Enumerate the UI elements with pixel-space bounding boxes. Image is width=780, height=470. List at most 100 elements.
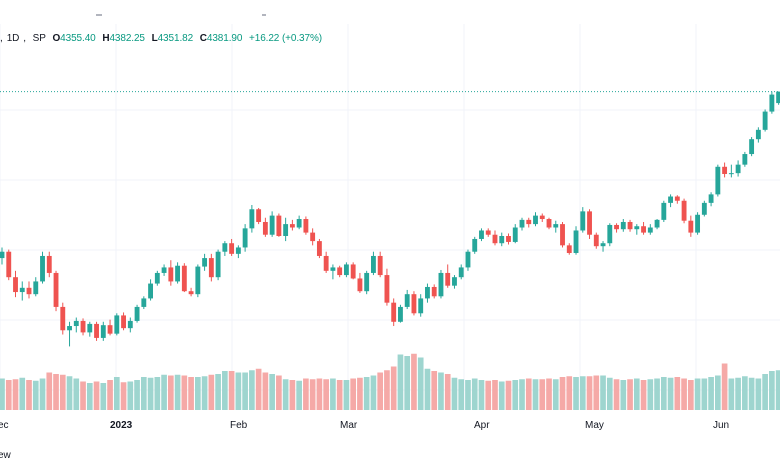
candle-body[interactable] xyxy=(533,215,538,225)
candle-body[interactable] xyxy=(681,200,687,221)
candle-body[interactable] xyxy=(749,139,755,155)
candle-body[interactable] xyxy=(391,302,397,322)
candle-body[interactable] xyxy=(506,236,511,242)
candle-body[interactable] xyxy=(323,255,329,271)
candle-body[interactable] xyxy=(553,224,559,228)
candle-body[interactable] xyxy=(593,234,599,247)
candle-body[interactable] xyxy=(587,211,592,235)
candle-body[interactable] xyxy=(762,111,768,130)
candle-body[interactable] xyxy=(600,243,606,247)
candle-body[interactable] xyxy=(276,215,282,236)
candle-body[interactable] xyxy=(458,267,464,278)
candle-body[interactable] xyxy=(418,298,424,314)
candle-body[interactable] xyxy=(708,194,714,203)
candle-body[interactable] xyxy=(701,202,707,215)
candle-body[interactable] xyxy=(269,215,275,235)
candle-body[interactable] xyxy=(566,245,572,253)
candle-body[interactable] xyxy=(46,255,52,273)
candle-body[interactable] xyxy=(499,236,505,244)
candle-body[interactable] xyxy=(769,94,775,112)
candle-body[interactable] xyxy=(370,255,376,273)
candle-body[interactable] xyxy=(316,241,322,256)
candle-body[interactable] xyxy=(607,224,613,244)
candle-body[interactable] xyxy=(425,286,430,299)
candle-body[interactable] xyxy=(526,219,532,225)
candle-body[interactable] xyxy=(249,209,255,229)
candle-body[interactable] xyxy=(148,283,154,299)
candle-body[interactable] xyxy=(337,267,343,276)
candle-body[interactable] xyxy=(222,243,228,252)
candle-body[interactable] xyxy=(357,278,363,292)
candle-body[interactable] xyxy=(208,258,214,278)
candle-body[interactable] xyxy=(573,230,579,253)
candle-body[interactable] xyxy=(114,315,120,334)
candle-body[interactable] xyxy=(215,251,221,278)
candle-body[interactable] xyxy=(134,306,140,321)
candle-body[interactable] xyxy=(438,272,444,297)
candle-body[interactable] xyxy=(674,196,680,201)
candle-body[interactable] xyxy=(343,264,349,276)
candle-body[interactable] xyxy=(40,255,45,282)
candle-body[interactable] xyxy=(715,166,721,195)
candle-body[interactable] xyxy=(384,275,390,303)
candle-body[interactable] xyxy=(668,196,674,203)
candle-body[interactable] xyxy=(283,224,289,236)
candle-body[interactable] xyxy=(546,219,552,228)
candle-body[interactable] xyxy=(404,294,410,307)
candle-body[interactable] xyxy=(465,251,471,268)
candle-body[interactable] xyxy=(6,251,12,278)
candle-body[interactable] xyxy=(60,306,66,331)
candle-body[interactable] xyxy=(19,287,25,293)
candle-body[interactable] xyxy=(735,164,741,174)
candle-body[interactable] xyxy=(776,91,780,104)
candle-body[interactable] xyxy=(0,251,5,259)
candle-body[interactable] xyxy=(80,320,86,333)
candle-body[interactable] xyxy=(728,173,734,175)
candle-body[interactable] xyxy=(94,323,99,338)
candle-body[interactable] xyxy=(472,238,478,252)
candle-body[interactable] xyxy=(168,267,174,282)
candle-body[interactable] xyxy=(519,219,525,228)
candle-body[interactable] xyxy=(350,264,356,279)
candle-body[interactable] xyxy=(512,227,518,242)
candle-body[interactable] xyxy=(289,224,295,228)
candle-body[interactable] xyxy=(377,255,383,276)
candle-body[interactable] xyxy=(242,228,248,248)
candle-body[interactable] xyxy=(26,287,32,295)
candle-body[interactable] xyxy=(235,247,241,254)
candle-body[interactable] xyxy=(654,219,660,228)
candle-body[interactable] xyxy=(620,221,626,230)
candle-body[interactable] xyxy=(100,325,106,338)
candle-body[interactable] xyxy=(695,214,701,233)
candle-body[interactable] xyxy=(364,272,370,292)
candle-body[interactable] xyxy=(141,298,147,307)
candle-body[interactable] xyxy=(175,265,181,282)
candle-body[interactable] xyxy=(539,215,545,220)
candle-body[interactable] xyxy=(627,221,633,230)
candle-body[interactable] xyxy=(479,230,484,239)
candle-body[interactable] xyxy=(53,272,59,307)
candle-body[interactable] xyxy=(722,166,728,174)
candle-body[interactable] xyxy=(73,320,79,327)
candle-body[interactable] xyxy=(87,323,93,333)
candle-body[interactable] xyxy=(492,234,498,244)
candle-body[interactable] xyxy=(398,306,403,322)
candle-body[interactable] xyxy=(33,281,39,295)
candle-body[interactable] xyxy=(485,230,491,235)
candle-body[interactable] xyxy=(431,286,437,297)
candle-body[interactable] xyxy=(742,154,748,165)
candle-body[interactable] xyxy=(296,219,302,228)
candle-body[interactable] xyxy=(310,232,316,242)
candle-body[interactable] xyxy=(256,209,262,222)
candle-body[interactable] xyxy=(154,272,160,284)
candle-body[interactable] xyxy=(330,267,336,271)
candle-body[interactable] xyxy=(452,277,457,286)
candle-body[interactable] xyxy=(445,272,451,286)
candle-body[interactable] xyxy=(188,291,194,295)
candle-body[interactable] xyxy=(560,224,565,246)
candle-body[interactable] xyxy=(229,243,235,254)
candle-body[interactable] xyxy=(13,277,18,293)
candle-body[interactable] xyxy=(411,294,417,314)
candle-body[interactable] xyxy=(195,266,201,295)
